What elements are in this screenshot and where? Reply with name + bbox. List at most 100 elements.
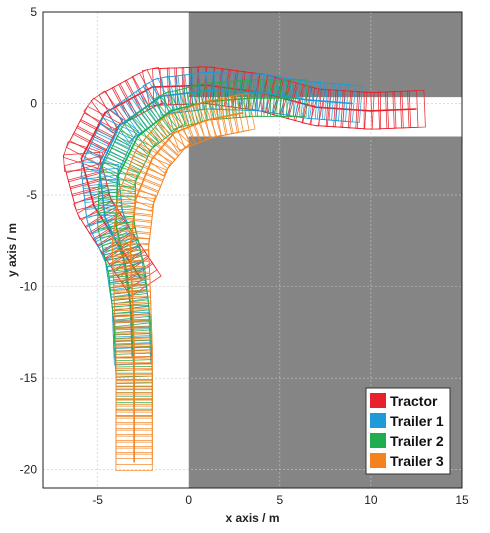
vehicle-outline xyxy=(110,293,150,315)
vehicle-outline xyxy=(114,309,152,328)
vehicle-outline xyxy=(105,260,146,284)
legend-swatch-trailer-1 xyxy=(370,413,386,428)
vehicle-outline xyxy=(115,199,155,222)
vehicle-outline xyxy=(115,357,153,376)
vehicle-outline xyxy=(111,229,151,252)
vehicle-outline xyxy=(73,189,115,220)
vehicle-outline xyxy=(115,351,153,370)
vehicle-outline xyxy=(72,119,114,152)
vehicle-outline xyxy=(112,261,151,280)
vehicle-outline xyxy=(113,279,151,298)
vehicle-outline xyxy=(124,161,166,192)
y-tick-label: -5 xyxy=(26,188,37,202)
vehicle-outline xyxy=(120,116,159,155)
vehicle-outline xyxy=(289,79,307,117)
vehicle-outline xyxy=(135,136,176,174)
vehicle-outline xyxy=(114,333,153,352)
vehicle-outline xyxy=(301,86,326,127)
vehicle-outline xyxy=(213,96,238,137)
vehicle-outline xyxy=(112,267,151,286)
vehicle-outline xyxy=(112,255,151,274)
vehicle-outline xyxy=(63,155,105,183)
vehicle-outline xyxy=(131,107,168,148)
vehicle-outline xyxy=(147,122,187,161)
x-tick-label: 0 xyxy=(185,493,192,507)
vehicle-outline xyxy=(86,136,128,168)
vehicle-outline xyxy=(335,83,356,123)
vehicle-outline xyxy=(98,185,136,204)
vehicle-outline xyxy=(182,103,212,145)
vehicle-outline xyxy=(143,127,183,165)
vehicle-outline xyxy=(161,75,183,115)
vehicle-outline xyxy=(257,79,275,117)
vehicle-outline xyxy=(98,178,137,198)
vehicle-outline xyxy=(115,429,153,448)
vehicle-outline xyxy=(115,435,153,454)
vehicle-outline xyxy=(232,72,251,111)
series-trailer-2 xyxy=(96,78,307,417)
vehicle-outline xyxy=(115,411,153,430)
vehicle-outline xyxy=(115,363,153,382)
vehicle-outline xyxy=(363,92,382,130)
vehicle-outline xyxy=(102,239,143,265)
y-tick-label: -10 xyxy=(20,280,38,294)
vehicle-outline xyxy=(76,112,118,146)
legend-swatch-trailer-2 xyxy=(370,433,386,448)
vehicle-outline xyxy=(225,72,244,111)
series-layer xyxy=(62,66,426,472)
vehicle-outline xyxy=(223,80,244,119)
vehicle-outline xyxy=(181,66,201,105)
vehicle-outline xyxy=(176,105,207,147)
vehicle-outline xyxy=(207,97,233,138)
vehicle-outline xyxy=(111,243,150,262)
vehicle-outline xyxy=(113,291,152,310)
legend: Tractor Trailer 1 Trailer 2 Trailer 3 xyxy=(365,387,451,475)
vehicle-outline xyxy=(115,393,153,412)
vehicle-outline xyxy=(114,339,153,359)
vehicle-outline xyxy=(225,93,250,134)
vehicle-outline xyxy=(113,312,152,333)
vehicle-outline xyxy=(182,72,204,113)
vehicle-outline xyxy=(263,79,281,117)
vehicle-outline xyxy=(112,273,151,292)
vehicle-outline xyxy=(112,130,154,163)
vehicle-outline xyxy=(342,84,363,123)
x-tick-label: 5 xyxy=(276,493,283,507)
vehicle-outline xyxy=(328,83,349,122)
vehicle-outline xyxy=(114,205,154,228)
vehicle-outline xyxy=(100,233,141,259)
vehicle-outline xyxy=(210,81,231,120)
vehicle-outline xyxy=(115,193,155,216)
legend-label-tractor: Tractor xyxy=(390,393,438,409)
vehicle-outline xyxy=(115,369,153,388)
vehicle-outline xyxy=(300,80,322,120)
vehicle-outline xyxy=(269,79,288,117)
series-trailer-3 xyxy=(111,92,256,472)
vehicle-outline xyxy=(100,153,142,186)
trajectory-line xyxy=(129,111,244,463)
vehicle-outline xyxy=(115,423,153,442)
vehicle-outline xyxy=(377,91,397,130)
vehicle-outline xyxy=(307,81,328,121)
vehicle-outline xyxy=(250,79,268,117)
vehicle-outline xyxy=(163,89,190,130)
vehicle-outline xyxy=(114,315,153,334)
vehicle-outline xyxy=(202,98,227,139)
vehicle-outline xyxy=(106,141,148,174)
vehicle-outline xyxy=(126,111,163,152)
x-tick-label: -5 xyxy=(92,493,103,507)
vehicle-outline xyxy=(111,79,145,121)
legend-label-trailer-3: Trailer 3 xyxy=(390,453,444,469)
vehicle-outline xyxy=(124,72,158,114)
vehicle-outline xyxy=(98,86,132,128)
vehicle-outline xyxy=(236,79,257,118)
vehicle-outline xyxy=(113,211,153,234)
vehicle-outline xyxy=(258,73,281,114)
vehicle-outline xyxy=(141,99,179,140)
vehicle-outline xyxy=(111,249,150,268)
vehicle-outline xyxy=(115,345,153,364)
legend-label-trailer-2: Trailer 2 xyxy=(390,433,444,449)
vehicle-outline xyxy=(392,90,412,129)
vehicle-outline xyxy=(98,161,139,190)
vehicle-outline xyxy=(229,79,250,119)
